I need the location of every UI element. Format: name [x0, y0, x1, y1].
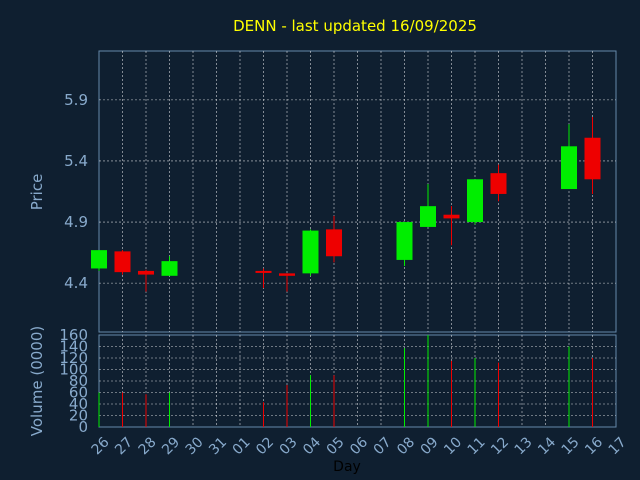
x-tick-label: 01 — [230, 434, 254, 458]
price-tick-label: 4.4 — [64, 274, 88, 292]
price-tick-label: 5.9 — [64, 91, 88, 109]
x-tick-label: 14 — [535, 434, 559, 458]
candle-body — [443, 214, 460, 219]
volume-tick-label: 100 — [59, 361, 88, 379]
x-tick-label: 15 — [559, 434, 583, 458]
x-tick-label: 05 — [324, 434, 348, 458]
x-tick-label: 28 — [136, 434, 160, 458]
volume-tick-label: 60 — [69, 384, 88, 402]
x-tick-label: 03 — [277, 434, 301, 458]
price-grid — [99, 51, 616, 332]
candle-body — [490, 173, 507, 194]
candle-body — [138, 270, 154, 275]
x-axis-ticks: 26 27 28 29 30 31 01 02 03 04 05 06 07 08 09 10 11 12 13 14… — [89, 434, 630, 458]
x-tick-label: 12 — [488, 434, 512, 458]
volume-grid — [99, 335, 616, 427]
candle-body — [279, 273, 295, 276]
volume-tick-label: 20 — [69, 407, 88, 425]
x-tick-label: 09 — [418, 434, 442, 458]
volume-tick-label: 140 — [59, 338, 88, 356]
x-tick-label: 17 — [606, 434, 630, 458]
x-tick-label: 13 — [512, 434, 536, 458]
candle-body — [114, 251, 131, 273]
candle-body — [302, 230, 319, 274]
x-tick-label: 27 — [112, 434, 136, 458]
x-axis-label: Day — [333, 459, 361, 475]
volume-tick-label: 40 — [69, 395, 88, 413]
volume-tick-label: 160 — [59, 326, 88, 344]
volume-tick-label: 80 — [69, 372, 88, 390]
price-axis-label: Price — [28, 174, 46, 211]
volume-tick-label: 0 — [78, 418, 88, 436]
x-tick-label: 31 — [206, 434, 230, 458]
x-tick-label: 29 — [159, 434, 183, 458]
x-tick-label: 16 — [582, 434, 606, 458]
chart-title: DENN - last updated 16/09/2025 — [233, 17, 477, 35]
x-tick-label: 11 — [465, 434, 489, 458]
candles — [91, 116, 601, 292]
price-tick-label: 4.9 — [64, 213, 88, 231]
x-tick-label: 04 — [300, 434, 324, 458]
candle-body — [420, 206, 436, 227]
candle-body — [584, 137, 601, 180]
price-tick-label: 5.4 — [64, 152, 88, 170]
x-tick-label: 10 — [441, 434, 465, 458]
price-y-ticks: 4.4 4.9 5.4 5.9 — [64, 91, 88, 292]
candle-body — [91, 250, 107, 269]
price-panel: 4.4 4.9 5.4 5.9 Price — [28, 50, 617, 333]
candle-body — [326, 229, 342, 257]
candle-body — [561, 146, 577, 190]
x-tick-label: 02 — [253, 434, 277, 458]
x-tick-label: 26 — [89, 434, 113, 458]
x-tick-label: 08 — [394, 434, 418, 458]
volume-tick-label: 120 — [59, 349, 88, 367]
candle-body — [467, 179, 483, 223]
x-tick-label: 06 — [347, 434, 371, 458]
x-tick-label: 07 — [371, 434, 395, 458]
candle-body — [396, 222, 413, 260]
volume-bars — [98, 335, 593, 427]
volume-axis-label: Volume (0000) — [28, 326, 46, 436]
candle-body — [255, 270, 272, 273]
candle-body — [161, 261, 178, 276]
x-tick-label: 30 — [183, 434, 207, 458]
